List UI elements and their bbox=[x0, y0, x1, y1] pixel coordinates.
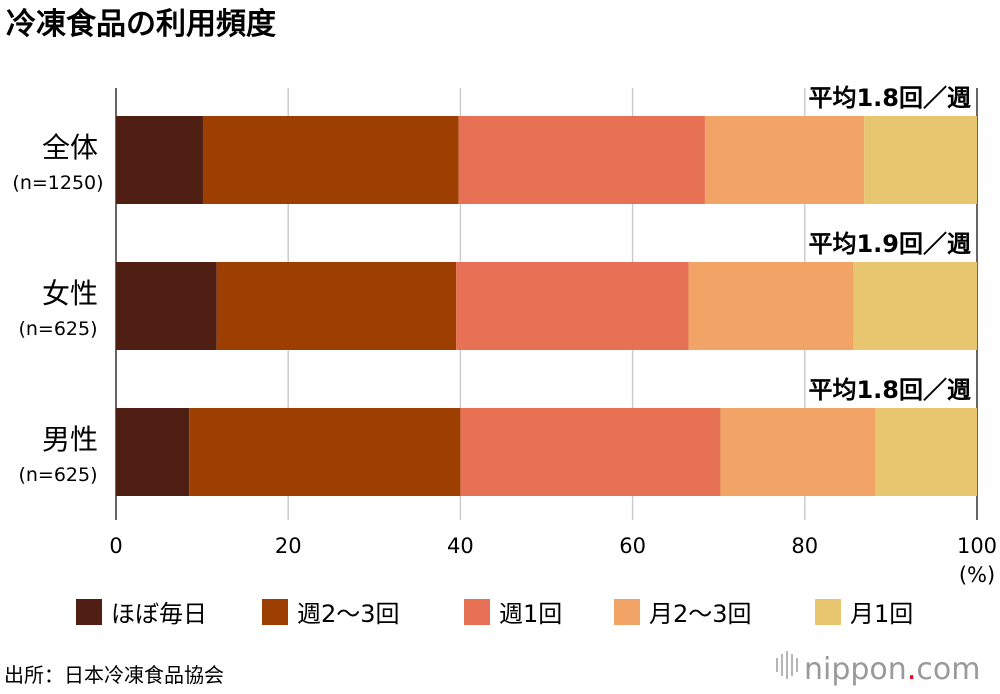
chart-title: 冷凍食品の利用頻度 bbox=[6, 7, 276, 42]
bar-segment bbox=[853, 262, 977, 350]
category-label: 全体 bbox=[42, 131, 98, 164]
legend-swatch bbox=[262, 599, 288, 625]
bar-segment bbox=[720, 408, 876, 496]
brand-text: nippon.com bbox=[804, 652, 980, 687]
bar-segment bbox=[460, 408, 721, 496]
x-tick-label: 80 bbox=[791, 534, 818, 558]
logo-mark-icon bbox=[776, 651, 798, 679]
category-labels: 全体 (n=1250) 女性 (n=625) 男性 (n=625) bbox=[12, 131, 103, 486]
legend-label: 月1回 bbox=[850, 600, 913, 628]
x-axis-unit: (%) bbox=[959, 563, 995, 587]
average-label: 平均1.8回／週 bbox=[808, 84, 971, 112]
bar-segment bbox=[456, 262, 689, 350]
category-label: 男性 bbox=[42, 423, 98, 456]
source-note: 出所：日本冷凍食品協会 bbox=[4, 663, 224, 687]
legend-label: 週1回 bbox=[499, 600, 562, 628]
x-tick-label: 0 bbox=[109, 534, 122, 558]
category-sample-size: (n=625) bbox=[18, 318, 97, 340]
average-label: 平均1.8回／週 bbox=[808, 376, 971, 404]
x-tick-label: 40 bbox=[447, 534, 474, 558]
legend-label: 週2〜3回 bbox=[297, 600, 400, 628]
legend-swatch bbox=[614, 599, 640, 625]
x-tick-label: 60 bbox=[619, 534, 646, 558]
category-sample-size: (n=625) bbox=[18, 464, 97, 486]
legend-item: 月2〜3回 bbox=[614, 599, 752, 628]
legend-item: ほぼ毎日 bbox=[76, 599, 207, 628]
legend-item: 月1回 bbox=[815, 599, 913, 628]
category-sample-size: (n=1250) bbox=[12, 172, 103, 194]
legend-label: ほぼ毎日 bbox=[111, 600, 207, 628]
bars bbox=[116, 116, 977, 496]
legend-item: 週2〜3回 bbox=[262, 599, 400, 628]
bar-segment bbox=[875, 408, 977, 496]
bar-segment bbox=[216, 262, 457, 350]
average-label: 平均1.9回／週 bbox=[808, 230, 971, 258]
bar-segment bbox=[704, 116, 865, 204]
brand-logo: nippon.com bbox=[776, 651, 980, 687]
legend-swatch bbox=[464, 599, 490, 625]
legend: ほぼ毎日 週2〜3回 週1回 月2〜3回 月1回 bbox=[76, 599, 913, 628]
x-axis-ticks: 0 20 40 60 80 100 bbox=[109, 534, 997, 558]
legend-item: 週1回 bbox=[464, 599, 562, 628]
bar-segment bbox=[116, 262, 217, 350]
x-tick-label: 20 bbox=[275, 534, 302, 558]
legend-swatch bbox=[815, 599, 841, 625]
bar-segment bbox=[864, 116, 977, 204]
bar-segment bbox=[116, 116, 203, 204]
brand-dot: . bbox=[907, 652, 917, 687]
bar-segment bbox=[688, 262, 854, 350]
bar-segment bbox=[458, 116, 705, 204]
x-tick-label: 100 bbox=[957, 534, 997, 558]
bar-segment bbox=[202, 116, 459, 204]
category-label: 女性 bbox=[42, 277, 98, 310]
bar-segment bbox=[116, 408, 190, 496]
legend-label: 月2〜3回 bbox=[649, 600, 752, 628]
legend-swatch bbox=[76, 599, 102, 625]
bar-segment bbox=[189, 408, 461, 496]
